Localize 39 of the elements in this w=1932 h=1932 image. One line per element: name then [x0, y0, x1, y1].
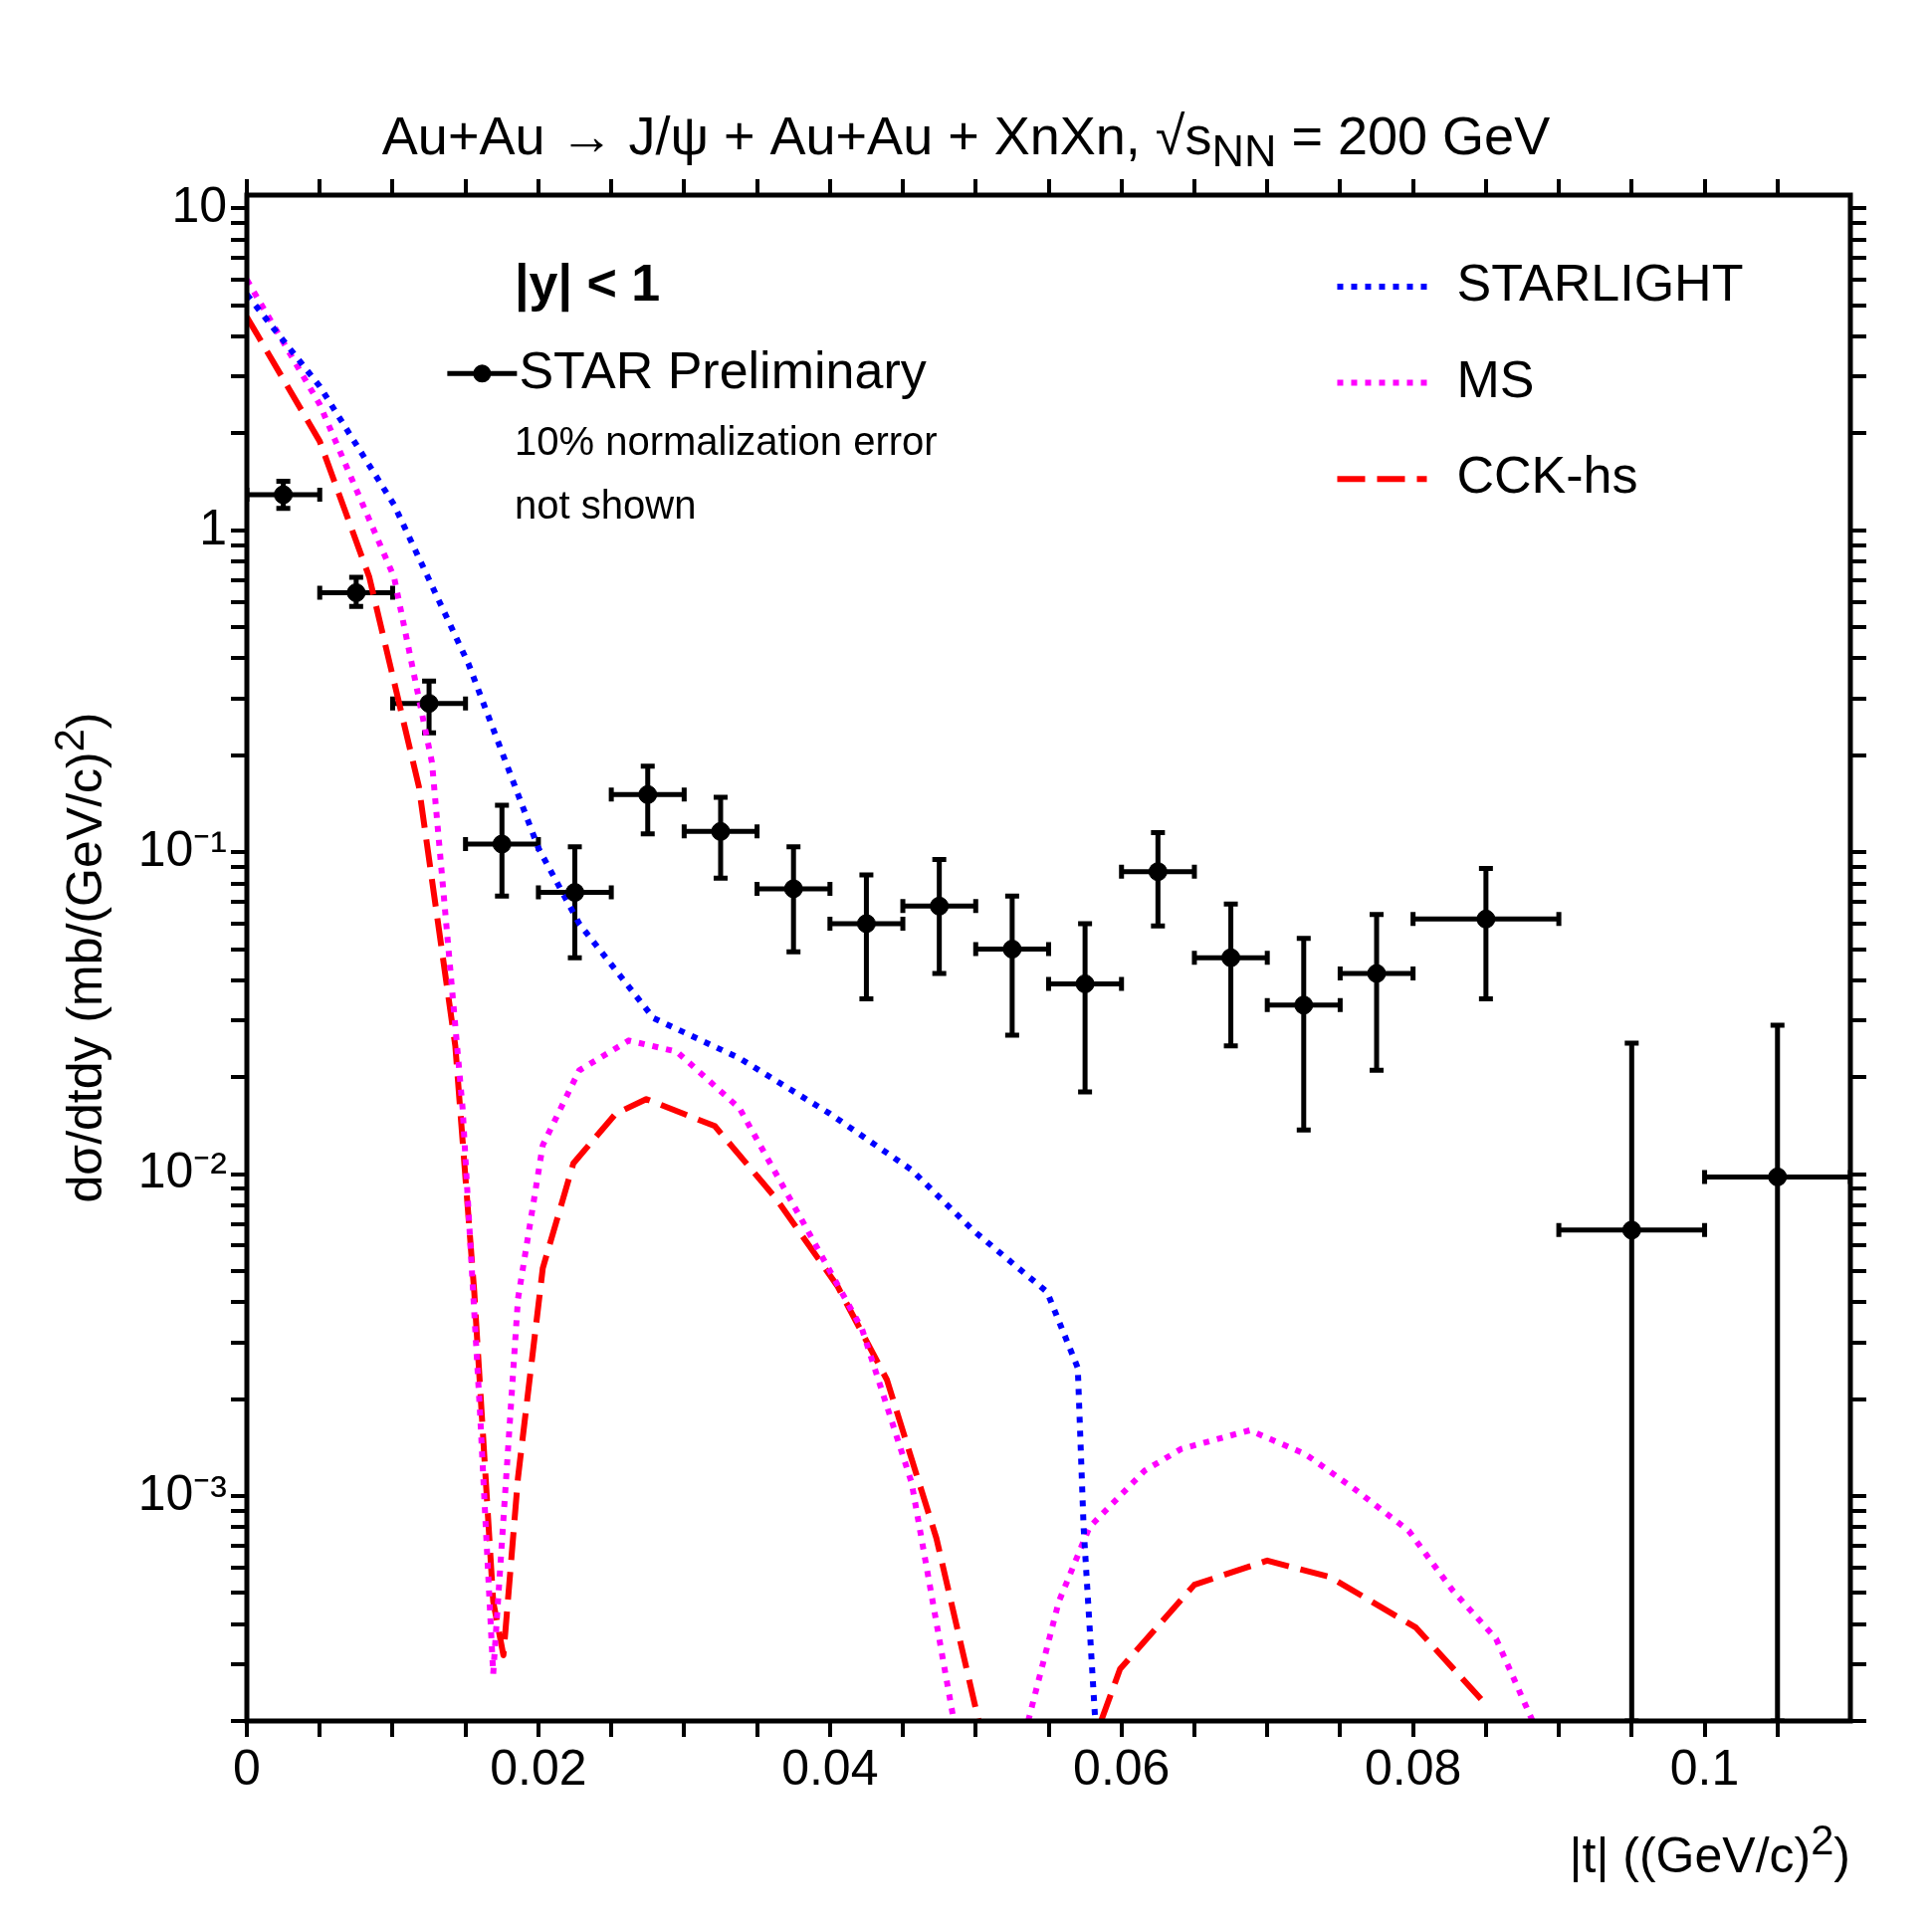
y-tick-label: 10 — [171, 177, 227, 234]
point — [492, 834, 512, 854]
x-tick-label: 0.04 — [781, 1739, 879, 1796]
point — [1768, 1167, 1788, 1186]
point — [1367, 964, 1387, 983]
point — [711, 821, 731, 841]
x-tick-label: 0.1 — [1669, 1739, 1740, 1796]
legend-label: STARLIGHT — [1456, 254, 1744, 313]
point — [638, 784, 658, 804]
point — [1075, 973, 1095, 993]
x-tick-label: 0.08 — [1364, 1739, 1462, 1796]
point — [565, 883, 585, 903]
y-tick-label: 1 — [199, 499, 227, 555]
point — [783, 879, 803, 899]
chart-title: Au+Au → J/ψ + Au+Au + XnXn, √s$_{NN}$ = 200 GeV — [380, 105, 1552, 177]
legend-label: MS — [1456, 349, 1535, 408]
y-tick-label: 10⁻³ — [137, 1464, 227, 1521]
x-tick-label: 0 — [233, 1739, 261, 1796]
x-axis-title: |t| ((GeV/c)$^{2}$) — [1569, 1817, 1850, 1884]
point — [1221, 948, 1241, 967]
point — [419, 694, 439, 714]
x-tick-label: 0.02 — [490, 1739, 587, 1796]
point — [856, 914, 876, 934]
annotation: 10% normalization error — [515, 418, 938, 463]
point — [1002, 940, 1022, 960]
point — [1476, 909, 1496, 929]
point — [1148, 862, 1168, 882]
annotation: not shown — [515, 483, 697, 528]
point — [346, 582, 366, 602]
point — [1621, 1220, 1641, 1240]
legend-label: CCK-hs — [1456, 446, 1638, 505]
x-tick-label: 0.06 — [1073, 1739, 1171, 1796]
annotation: |y| < 1 — [515, 254, 661, 314]
point — [1294, 995, 1314, 1015]
point — [930, 896, 950, 916]
legend-label: STAR Preliminary — [519, 340, 927, 399]
y-tick-label: 10⁻¹ — [137, 820, 227, 877]
y-tick-label: 10⁻² — [137, 1143, 227, 1199]
point — [274, 485, 294, 505]
